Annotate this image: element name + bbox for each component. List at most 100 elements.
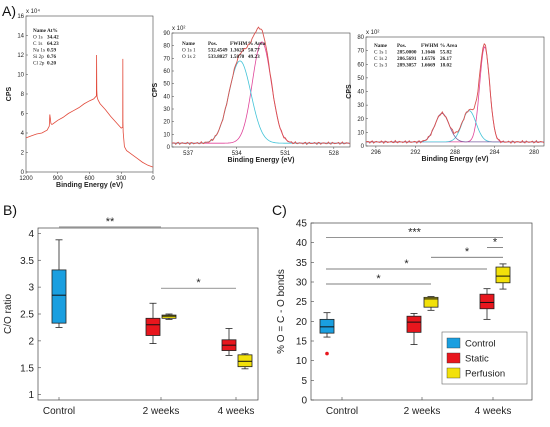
c1s-table-cell: 1.6576 xyxy=(421,56,436,62)
survey-table-cell: 0.20 xyxy=(47,61,56,67)
oco_bonds-y-tick-label: 5 xyxy=(301,376,307,387)
co_ratio-y-tick-label: 2.5 xyxy=(20,310,34,321)
c1s-y-tick-label: 30 xyxy=(357,103,364,109)
c1s-y-tick-label: 50 xyxy=(357,76,364,82)
oco_bonds-significance-label: * xyxy=(493,236,498,248)
survey-table-header: At% xyxy=(47,28,58,34)
survey-x-tick-label: 900 xyxy=(53,176,64,182)
survey-axis-multiplier: x 10⁴ xyxy=(26,8,40,15)
co_ratio-y-tick-label: 1 xyxy=(28,390,34,401)
c1s-table-cell: 18.02 xyxy=(440,63,452,69)
c1s-table-cell: 26.17 xyxy=(440,56,452,62)
oco_bonds-y-axis-label: % O = C - O bonds xyxy=(276,269,287,354)
survey-table-cell: 0.76 xyxy=(47,54,56,60)
oco_bonds-legend-label: Control xyxy=(465,339,496,350)
survey-table-cell: O 1s xyxy=(33,35,43,41)
oco_bonds-box-perfusion xyxy=(423,296,439,308)
co_ratio-box-perfusion xyxy=(237,354,253,368)
o1s-y-tick-label: 40 xyxy=(163,94,170,100)
panel-letter-b: B) xyxy=(3,202,17,218)
oco_bonds-plot-frame xyxy=(310,222,533,401)
oco_bonds-outlier-point xyxy=(325,351,329,356)
oco_bonds-y-tick-label: 10 xyxy=(296,356,308,367)
oco_bonds-significance-label: * xyxy=(404,258,409,270)
o1s-table-cell: 532.4549 xyxy=(208,48,228,54)
survey-table-cell: Cl 2p xyxy=(33,61,45,67)
o1s-y-tick-label: 70 xyxy=(163,56,170,62)
c1s-table-cell: C 1s 1 xyxy=(374,50,388,56)
oco_bonds-x-tick-label: 4 weeks xyxy=(475,406,512,417)
o1s-table-cell: 50.77 xyxy=(248,48,260,54)
survey-table-cell: Na 1s xyxy=(33,48,45,54)
oco_bonds-legend-swatch xyxy=(446,352,461,364)
survey-table-cell: 34.42 xyxy=(47,35,59,41)
oco_bonds-box-control xyxy=(319,318,335,334)
o1s-x-axis-label: Binding Energy (eV) xyxy=(228,157,295,164)
co-ratio-boxplot: 1 1.5 2 2.5 3 3.5 4 Control 2 weeks 4 weeks C/O ra… xyxy=(3,216,259,417)
survey-x-axis-label: Binding Energy (eV) xyxy=(56,182,123,189)
survey-y-tick-label: 6 xyxy=(21,112,25,118)
co_ratio-x-tick-label: 4 weeks xyxy=(218,406,255,417)
co_ratio-y-axis-label: C/O ratio xyxy=(3,294,14,334)
o1s-y-tick-label: 60 xyxy=(163,69,170,75)
co_ratio-significance-label: * xyxy=(196,277,201,289)
o1s-envelope-line xyxy=(171,26,351,146)
survey-table-cell: Si 2p xyxy=(33,54,44,60)
c1s-table-cell: C 1s 3 xyxy=(374,63,388,69)
oco-bonds-boxplot: 0 5 10 15 20 25 30 35 40 45 Control 2 weeks 4 weeks%… xyxy=(276,219,533,417)
o1s-table-cell: O 1s 2 xyxy=(182,54,196,60)
o1s-plot-frame xyxy=(171,32,351,148)
o1s-table-cell: 1.5870 xyxy=(230,54,245,60)
c1s-y-tick-label: 0 xyxy=(361,144,365,150)
c1s-y-tick-label: 60 xyxy=(357,62,364,68)
o1s-x-tick-label: 534 xyxy=(232,151,243,157)
survey-y-tick-label: 4 xyxy=(21,131,25,137)
oco_bonds-y-tick-label: 45 xyxy=(296,219,308,230)
panel-letter-a: A) xyxy=(2,3,16,19)
o1s-y-tick-label: 20 xyxy=(163,120,170,126)
oco_bonds-significance-label: * xyxy=(465,246,470,258)
c1s-x-tick-label: 296 xyxy=(371,150,382,156)
survey-y-tick-label: 8 xyxy=(21,92,25,98)
co_ratio-significance-label: ** xyxy=(106,216,115,228)
o1s-table-header: Pos. xyxy=(208,41,218,47)
co_ratio-box-control xyxy=(51,269,67,324)
o1s-table-header: Name xyxy=(182,41,196,47)
c1s-table-cell: 286.5691 xyxy=(397,56,417,62)
c1s-x-axis-label: Binding Energy (eV) xyxy=(422,156,489,163)
oco_bonds-box-perfusion xyxy=(495,266,511,284)
survey-table-cell: C 1s xyxy=(33,41,42,47)
survey-spectrum-line xyxy=(25,54,154,168)
survey-table-header: Name xyxy=(33,28,47,34)
oco_bonds-y-tick-label: 40 xyxy=(296,238,308,249)
c1s-x-tick-label: 284 xyxy=(490,150,501,156)
panel-letter-c: C) xyxy=(272,202,287,218)
c1s-envelope-line xyxy=(365,42,545,144)
o1s-y-tick-label: 50 xyxy=(163,82,170,88)
oco_bonds-legend-label: Perfusion xyxy=(465,369,505,380)
oco_bonds-y-tick-label: 15 xyxy=(296,337,308,348)
survey-y-tick-label: 12 xyxy=(17,53,24,59)
co_ratio-x-tick-label: 2 weeks xyxy=(143,406,180,417)
survey-plot-frame xyxy=(25,15,154,173)
co_ratio-y-tick-label: 3 xyxy=(28,283,34,294)
c1s-y-axis-label: CPS xyxy=(346,84,353,99)
c1s-y-tick-label: 20 xyxy=(357,117,364,123)
c1s-y-tick-label: 80 xyxy=(357,35,364,41)
c1s-table-header: Name xyxy=(374,43,388,49)
o1s-table-cell: 1.3625 xyxy=(230,48,245,54)
c1s-plot-frame xyxy=(365,36,545,147)
oco_bonds-y-tick-label: 0 xyxy=(301,396,307,407)
c1s-table-header: Pos. xyxy=(397,43,407,49)
survey-y-axis-label: CPS xyxy=(6,86,13,101)
co_ratio-y-tick-label: 1.5 xyxy=(20,363,34,374)
co_ratio-plot-frame xyxy=(37,227,259,401)
co_ratio-x-tick-label: Control xyxy=(43,406,75,417)
survey-y-tick-label: 10 xyxy=(17,73,24,79)
c1s-y-tick-label: 70 xyxy=(357,49,364,55)
oco_bonds-legend-label: Static xyxy=(465,354,489,365)
c1s-table-cell: 285.0000 xyxy=(397,50,417,56)
o1s-spectrum-chart: 537 534 531 528 0 10 20 30 40 50 60 70 80 90 Binding E… xyxy=(152,26,351,164)
survey-y-tick-label: 16 xyxy=(17,14,24,20)
oco_bonds-legend-swatch xyxy=(446,367,461,379)
